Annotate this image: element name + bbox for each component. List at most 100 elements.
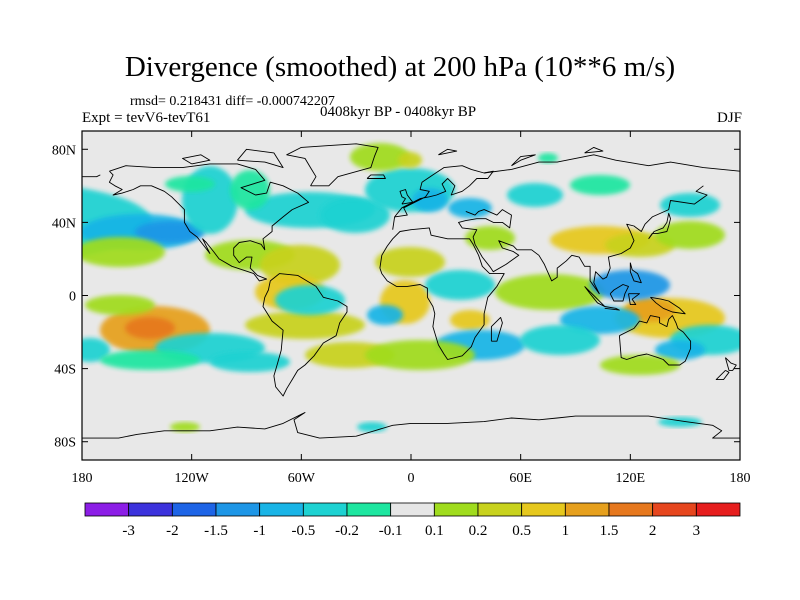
lon-tick-label: 0	[408, 471, 415, 486]
coastline-segment	[262, 273, 348, 397]
coastline-segment	[724, 357, 737, 371]
coastline-segment	[715, 370, 730, 381]
colorbar-swatch	[652, 502, 697, 517]
colorbar-swatch	[521, 502, 566, 517]
coastline-segment	[438, 148, 458, 156]
colorbar-label: -3	[122, 523, 135, 539]
coastline-segment	[628, 293, 640, 306]
colorbar-label: 0.2	[469, 523, 488, 539]
lon-tick-label: 180	[730, 471, 751, 486]
divergence-patch	[655, 340, 705, 360]
colorbar-label: -0.1	[379, 523, 403, 539]
lat-axis: 80N 40N 0 40S 80S	[52, 143, 740, 451]
coastlines	[82, 143, 740, 439]
lat-tick-label: 80N	[52, 143, 76, 158]
coastline-segment	[650, 296, 686, 315]
colorbar-swatch	[84, 502, 130, 517]
divergence-patch	[170, 422, 200, 432]
colorbar-label: 2	[649, 523, 657, 539]
colorbar: -3 -2 -1.5 -1 -0.5 -0.2 -0.1 0.1 0.2 0.5 1 1.5 2 3	[84, 502, 741, 539]
divergence-patch	[495, 274, 605, 310]
divergence-patch	[350, 143, 410, 171]
colorbar-swatch	[390, 502, 435, 517]
coastline-segment	[511, 154, 536, 167]
lat-tick-label: 40N	[52, 216, 76, 231]
divergence-patch	[320, 197, 390, 233]
divergence-patch	[375, 247, 445, 277]
lon-tick-label: 120W	[175, 471, 210, 486]
colorbar-swatch	[171, 502, 217, 517]
divergence-patch	[425, 270, 495, 300]
divergence-patch	[210, 352, 290, 372]
colorbar-swatch	[433, 502, 479, 517]
coastline-segment	[82, 412, 740, 439]
colorbar-label: 1.5	[600, 523, 619, 539]
coastline-segment	[629, 262, 642, 284]
divergence-patch	[230, 170, 270, 210]
coastline-segment	[458, 185, 708, 295]
experiment-label: Expt = tevV6-tevT61	[82, 110, 211, 126]
coastline-segment	[286, 143, 379, 187]
divergence-patch	[85, 295, 155, 315]
coastline-segment	[108, 163, 310, 282]
divergence-patch	[165, 176, 215, 192]
lon-tick-label: 60E	[509, 471, 532, 486]
coastline-segment	[484, 154, 740, 174]
lat-tick-label: 40S	[54, 363, 76, 378]
divergence-patch	[398, 152, 422, 168]
divergence-patch	[520, 325, 600, 355]
colorbar-swatch	[608, 502, 654, 517]
divergence-patch	[448, 198, 492, 218]
colorbar-label: 0.5	[512, 523, 531, 539]
lon-tick-label: 60W	[288, 471, 316, 486]
coastline-segment	[584, 146, 604, 154]
divergence-patch	[560, 306, 640, 334]
colorbar-swatch	[564, 502, 610, 517]
colorbar-swatch	[259, 502, 304, 517]
colorbar-label: -1	[253, 523, 266, 539]
divergence-patch	[82, 237, 165, 267]
colorbar-label: -2	[166, 523, 179, 539]
divergence-patch	[507, 183, 563, 207]
colorbar-label: -1.5	[204, 523, 228, 539]
divergence-patch	[655, 221, 725, 249]
stats-label: rmsd= 0.218431 diff= -0.000742207	[130, 94, 335, 109]
coastline-segment	[392, 165, 494, 230]
divergence-patch	[538, 153, 558, 163]
coastline-segment	[604, 306, 620, 311]
coastline-segment	[237, 148, 284, 169]
divergence-patch	[660, 193, 720, 217]
colorbar-label: 3	[693, 523, 701, 539]
coastline-segment	[366, 174, 386, 179]
divergence-patch	[357, 422, 387, 432]
divergence-patch	[600, 355, 680, 375]
coastline-segment	[182, 154, 211, 165]
lat-tick-label: 80S	[54, 436, 76, 451]
coastline-segment	[82, 174, 101, 178]
period-label: 0408kyr BP - 0408kyr BP	[320, 104, 477, 120]
colorbar-label: -0.5	[291, 523, 315, 539]
coastline-segment	[609, 284, 629, 302]
lon-tick-label: 120E	[616, 471, 646, 486]
divergence-patch	[82, 338, 110, 362]
lon-tick-label: 180	[72, 471, 93, 486]
divergence-patch	[245, 311, 365, 339]
divergence-patch	[367, 305, 403, 325]
divergence-patch	[125, 317, 175, 339]
divergence-patch	[100, 350, 200, 370]
coastline-segment	[490, 316, 503, 342]
divergence-field	[82, 143, 740, 432]
colorbar-swatch	[128, 502, 173, 517]
colorbar-swatch	[302, 502, 348, 517]
coastline-segment	[399, 189, 414, 205]
coastline-segment	[379, 227, 505, 360]
divergence-patch	[590, 270, 670, 300]
divergence-patch	[135, 221, 205, 243]
colorbar-label: -0.2	[335, 523, 359, 539]
divergence-patch	[450, 310, 490, 330]
lat-tick-label: 0	[69, 290, 76, 305]
divergence-patch	[365, 340, 475, 370]
colorbar-swatch	[477, 502, 523, 517]
divergence-patch	[275, 285, 345, 315]
